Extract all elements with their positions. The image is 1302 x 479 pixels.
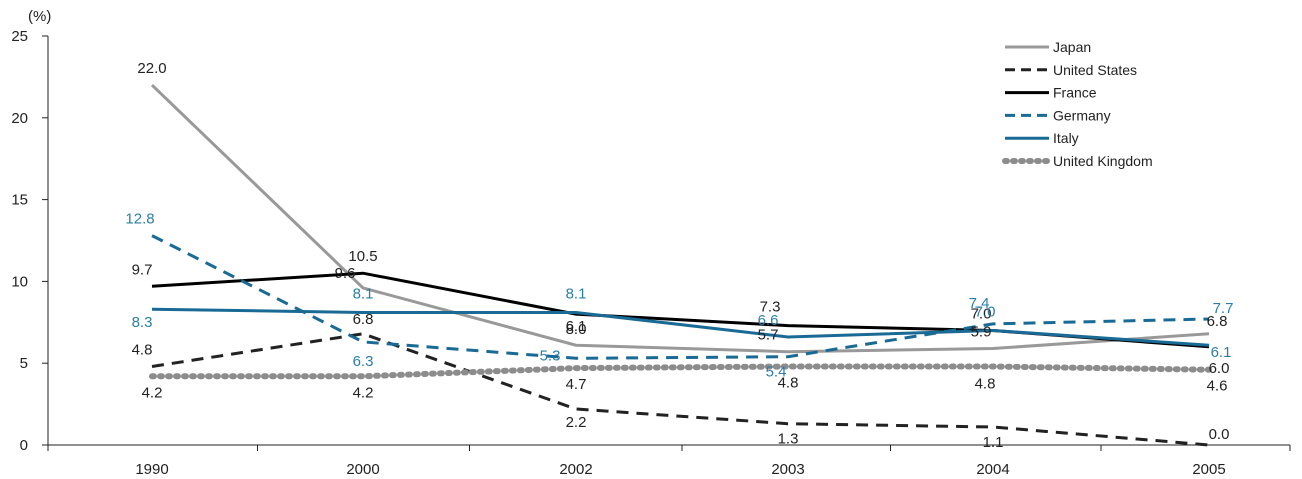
x-tick-label: 2002 <box>559 461 592 478</box>
legend-label: France <box>1053 85 1097 101</box>
y-tick-label: 5 <box>20 355 28 372</box>
data-label-germany: 6.3 <box>353 353 374 370</box>
y-tick-label: 0 <box>20 437 28 454</box>
data-label-japan: 6.1 <box>566 318 587 335</box>
series-line-japan <box>150 84 1210 354</box>
y-axis-unit-label: (%) <box>28 8 51 25</box>
series-line-united-states <box>151 332 1210 447</box>
data-label-france: 10.5 <box>348 248 377 265</box>
data-label-japan: 6.8 <box>1207 313 1228 330</box>
data-label-france: 6.0 <box>1209 360 1230 377</box>
data-label-japan: 22.0 <box>137 60 166 77</box>
data-label-united-kingdom: 4.7 <box>566 376 587 393</box>
y-tick-label: 20 <box>11 110 28 127</box>
series-line-united-kingdom <box>149 363 1212 380</box>
data-label-united-kingdom: 4.8 <box>975 375 996 392</box>
legend-label: Japan <box>1053 39 1091 55</box>
y-tick-label: 25 <box>11 28 28 45</box>
x-tick-label: 2005 <box>1192 461 1225 478</box>
data-label-germany: 5.3 <box>540 347 561 364</box>
data-label-japan: 5.9 <box>971 323 992 340</box>
data-label-italy: 8.1 <box>353 285 374 302</box>
data-label-germany: 7.4 <box>969 295 990 312</box>
legend-label: Germany <box>1053 107 1111 123</box>
data-label-united-states: 0.0 <box>1209 426 1230 443</box>
legend-label: United Kingdom <box>1053 153 1153 169</box>
data-label-united-kingdom: 4.2 <box>353 384 374 401</box>
data-label-united-states: 1.3 <box>778 431 799 448</box>
x-tick-label: 2000 <box>346 461 379 478</box>
data-label-germany: 12.8 <box>125 211 154 228</box>
data-label-france: 9.7 <box>132 261 153 278</box>
data-label-italy: 6.1 <box>1211 344 1232 361</box>
data-labels: 22.0 9.6 6.1 5.7 5.9 6.8 4.8 6.8 2.2 1.3 1.1 0.0 9.7… <box>125 60 1233 451</box>
x-tick-label: 2004 <box>976 461 1009 478</box>
data-label-united-states: 1.1 <box>983 434 1004 451</box>
data-label-united-states: 2.2 <box>566 414 587 431</box>
data-label-germany: 5.4 <box>766 364 787 381</box>
data-label-italy: 7.0 <box>975 303 996 320</box>
series-line-germany <box>151 234 1210 360</box>
data-label-italy: 6.6 <box>758 312 779 329</box>
data-label-italy: 8.3 <box>132 314 153 331</box>
data-label-united-kingdom: 4.6 <box>1207 378 1228 395</box>
data-label-united-kingdom: 4.2 <box>142 384 163 401</box>
data-label-italy: 8.1 <box>566 285 587 302</box>
data-label-united-kingdom: 4.8 <box>778 374 799 391</box>
y-tick-label: 10 <box>11 273 28 290</box>
series-lines <box>149 84 1212 447</box>
series-line-italy <box>151 307 1210 347</box>
data-label-germany: 7.7 <box>1213 300 1234 317</box>
y-tick-label: 15 <box>11 192 28 209</box>
legend-label: Italy <box>1053 130 1079 146</box>
data-label-united-states: 6.8 <box>353 311 374 328</box>
data-label-france: 7.3 <box>760 299 781 316</box>
x-tick-label: 2003 <box>771 461 804 478</box>
data-label-france: 7.0 <box>971 305 992 322</box>
legend: Japan United States France Germany Italy Unit… <box>1002 39 1153 169</box>
legend-label: United States <box>1053 62 1137 78</box>
axes: 0 5 10 15 20 25 1990 2000 2002 2003 2004 2005 <box>11 28 1291 478</box>
data-label-france: 8.0 <box>566 321 587 338</box>
data-label-japan: 5.7 <box>758 327 779 344</box>
x-tick-label: 1990 <box>135 461 168 478</box>
data-label-united-states: 4.8 <box>132 341 153 358</box>
data-label-japan: 9.6 <box>335 265 356 282</box>
